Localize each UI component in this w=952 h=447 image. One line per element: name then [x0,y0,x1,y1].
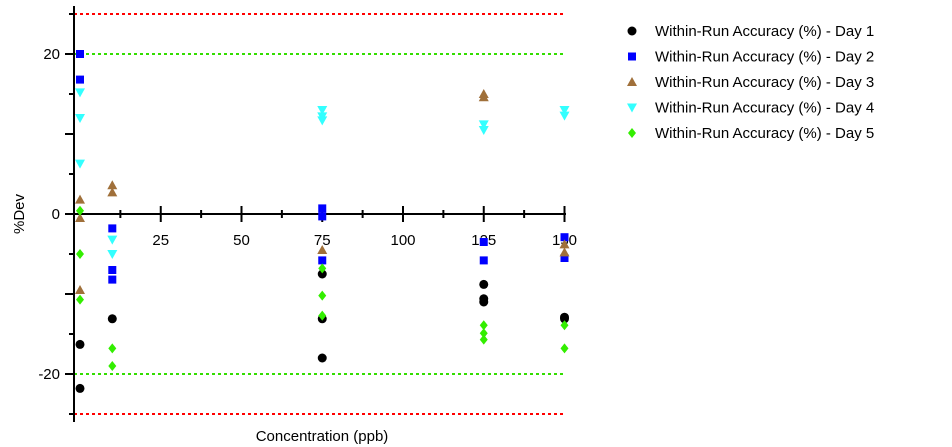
series-day-3 [75,89,570,294]
data-point [560,233,569,242]
legend-item: Within-Run Accuracy (%) - Day 3 [627,74,874,91]
series-day-4 [75,88,570,259]
legend-marker [627,77,637,86]
data-point [559,111,570,121]
data-point [76,294,84,305]
x-tick-label: 25 [152,232,169,249]
data-point [560,254,569,262]
legend-marker [627,103,637,113]
data-point [560,314,569,324]
data-point [560,343,569,354]
legend-marker [628,52,636,61]
x-axis-title: Concentration (ppb) [256,428,389,445]
data-point [75,159,85,169]
data-point [317,106,328,115]
legend-label: Within-Run Accuracy (%) - Day 5 [655,125,874,142]
y-tick-label: 0 [52,206,60,223]
reference-lines [74,13,566,415]
data-point [317,245,328,254]
data-point [75,339,85,349]
legend-label: Within-Run Accuracy (%) - Day 3 [655,74,874,91]
data-point [108,266,117,274]
data-point [108,361,117,371]
data-point [479,328,488,339]
data-point [559,106,570,115]
x-tick-label: 50 [233,232,250,249]
data-point [75,88,85,98]
data-point [75,114,85,123]
data-point [317,269,327,279]
legend-marker [627,26,637,36]
legend-marker [628,128,636,138]
data-point [317,116,328,126]
legend-item: Within-Run Accuracy (%) - Day 1 [627,23,874,40]
data-point [108,275,117,284]
data-point [318,256,327,265]
data-point [108,224,117,233]
data-point [107,250,118,259]
data-point [479,297,489,307]
legend-label: Within-Run Accuracy (%) - Day 2 [655,49,874,66]
data-point [318,263,327,274]
legend-item: Within-Run Accuracy (%) - Day 4 [627,100,874,117]
series-day-1 [75,269,569,393]
legend-label: Within-Run Accuracy (%) - Day 1 [655,23,874,40]
data-point [559,247,570,257]
axes: 200-20255075100125150 [38,6,577,422]
y-axis-title: %Dev [11,193,28,234]
data-point [107,180,118,190]
data-point [318,290,327,301]
data-point [107,187,118,197]
data-point [107,235,118,245]
data-point [75,383,85,393]
data-point [478,120,489,130]
data-points [75,50,570,393]
data-point [107,314,117,324]
data-point [76,249,84,259]
data-point [75,285,85,294]
data-point [75,213,85,222]
data-point [478,92,489,102]
data-point [479,320,488,331]
y-tick-label: 20 [43,46,60,63]
legend: Within-Run Accuracy (%) - Day 1 Within-Ru… [627,23,874,142]
series-day-5 [76,205,569,371]
x-tick-label: 100 [390,232,415,249]
data-point [76,75,84,84]
data-point [317,353,327,363]
legend-item: Within-Run Accuracy (%) - Day 5 [628,125,874,142]
data-point [75,194,85,204]
data-point [318,310,327,321]
x-tick-label: 75 [314,232,331,249]
data-point [318,204,327,213]
data-point [479,238,488,246]
data-point [479,279,489,289]
series-day-2 [76,50,569,284]
data-point [76,205,84,216]
data-point [478,126,489,135]
legend-item: Within-Run Accuracy (%) - Day 2 [628,49,874,66]
data-point [318,212,327,221]
data-point [559,239,570,249]
data-point [479,334,488,345]
legend-label: Within-Run Accuracy (%) - Day 4 [655,100,874,117]
y-tick-label: -20 [38,366,60,383]
data-point [108,343,117,354]
data-point [76,50,84,58]
data-point [479,256,488,265]
data-point [560,320,569,331]
